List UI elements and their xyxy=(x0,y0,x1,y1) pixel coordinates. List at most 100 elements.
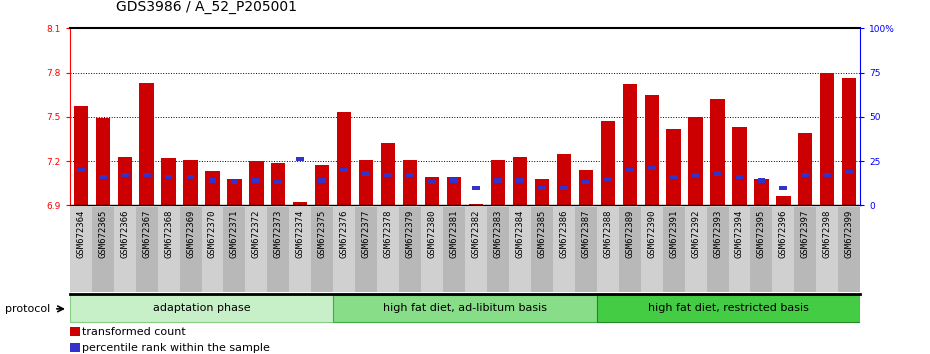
Bar xyxy=(582,180,590,184)
Bar xyxy=(711,99,724,205)
Text: GSM672397: GSM672397 xyxy=(801,210,810,258)
Text: GSM672399: GSM672399 xyxy=(844,210,854,258)
Bar xyxy=(333,28,355,205)
Bar xyxy=(509,207,531,292)
Bar xyxy=(491,160,505,205)
Text: GSM672383: GSM672383 xyxy=(494,210,502,258)
Text: GSM672371: GSM672371 xyxy=(230,210,239,258)
Bar xyxy=(252,178,260,183)
Bar xyxy=(794,207,817,292)
Bar xyxy=(802,173,809,177)
Text: GSM672396: GSM672396 xyxy=(779,210,788,258)
Text: GSM672368: GSM672368 xyxy=(164,210,173,258)
Bar xyxy=(538,185,546,190)
Bar xyxy=(136,207,157,292)
Bar xyxy=(794,28,817,205)
Text: GSM672378: GSM672378 xyxy=(384,210,392,258)
Bar xyxy=(662,207,684,292)
Bar xyxy=(223,207,246,292)
Bar xyxy=(535,179,549,205)
Bar xyxy=(113,207,136,292)
Text: GSM672366: GSM672366 xyxy=(120,210,129,258)
Bar xyxy=(312,207,333,292)
Bar xyxy=(157,207,179,292)
Bar xyxy=(140,83,153,205)
Bar xyxy=(249,161,263,205)
Bar xyxy=(227,179,242,205)
Bar xyxy=(817,207,838,292)
Bar xyxy=(399,207,421,292)
Text: GSM672369: GSM672369 xyxy=(186,210,195,258)
Bar xyxy=(96,118,110,205)
Bar xyxy=(641,207,662,292)
Bar xyxy=(560,185,567,190)
Bar xyxy=(450,178,458,183)
Bar xyxy=(509,28,531,205)
Bar xyxy=(70,28,92,205)
Bar xyxy=(494,178,502,183)
Bar xyxy=(552,28,575,205)
Bar xyxy=(425,177,439,205)
Text: GSM672376: GSM672376 xyxy=(339,210,349,258)
Bar xyxy=(447,177,461,205)
Text: protocol: protocol xyxy=(5,304,50,314)
Bar xyxy=(157,28,179,205)
Text: GSM672372: GSM672372 xyxy=(252,210,261,258)
Bar xyxy=(758,178,765,183)
Bar xyxy=(443,28,465,205)
Bar xyxy=(183,160,198,205)
Bar xyxy=(820,73,834,205)
Bar xyxy=(736,175,743,179)
Bar xyxy=(384,173,392,177)
Bar xyxy=(421,207,443,292)
Bar xyxy=(751,207,773,292)
Bar xyxy=(293,202,308,205)
Bar xyxy=(465,28,487,205)
Bar xyxy=(817,28,838,205)
Bar xyxy=(773,207,794,292)
Bar xyxy=(667,129,681,205)
Text: GSM672384: GSM672384 xyxy=(515,210,525,258)
Bar xyxy=(684,207,707,292)
Bar xyxy=(70,295,333,322)
Bar xyxy=(399,28,421,205)
Text: GSM672389: GSM672389 xyxy=(625,210,634,258)
Bar xyxy=(246,28,267,205)
Bar xyxy=(162,158,176,205)
Bar xyxy=(487,207,509,292)
Text: GSM672391: GSM672391 xyxy=(669,210,678,258)
Bar xyxy=(136,28,157,205)
Text: GSM672387: GSM672387 xyxy=(581,210,591,258)
Bar xyxy=(575,28,597,205)
Text: high fat diet, restricted basis: high fat diet, restricted basis xyxy=(648,303,809,313)
Bar xyxy=(597,207,618,292)
Bar xyxy=(202,28,223,205)
Bar xyxy=(378,28,399,205)
Bar xyxy=(601,121,615,205)
Bar xyxy=(604,177,612,181)
Bar xyxy=(333,207,355,292)
Bar xyxy=(641,28,662,205)
Bar xyxy=(647,166,656,170)
Bar xyxy=(754,179,768,205)
Bar xyxy=(622,84,637,205)
Bar xyxy=(359,160,373,205)
Text: percentile rank within the sample: percentile rank within the sample xyxy=(83,343,271,353)
Bar xyxy=(289,207,312,292)
Text: GSM672385: GSM672385 xyxy=(538,210,546,258)
Text: GSM672379: GSM672379 xyxy=(405,210,415,258)
Bar xyxy=(142,173,151,177)
Bar xyxy=(684,28,707,205)
Bar xyxy=(578,170,593,205)
Bar xyxy=(618,207,641,292)
Bar xyxy=(340,168,348,172)
Text: adaptation phase: adaptation phase xyxy=(153,303,250,313)
Bar xyxy=(297,157,304,161)
Bar xyxy=(779,185,788,190)
Text: GSM672388: GSM672388 xyxy=(604,210,612,258)
Bar xyxy=(575,207,597,292)
Bar xyxy=(274,180,283,184)
Bar xyxy=(618,28,641,205)
Bar xyxy=(838,28,860,205)
Bar xyxy=(516,178,524,183)
